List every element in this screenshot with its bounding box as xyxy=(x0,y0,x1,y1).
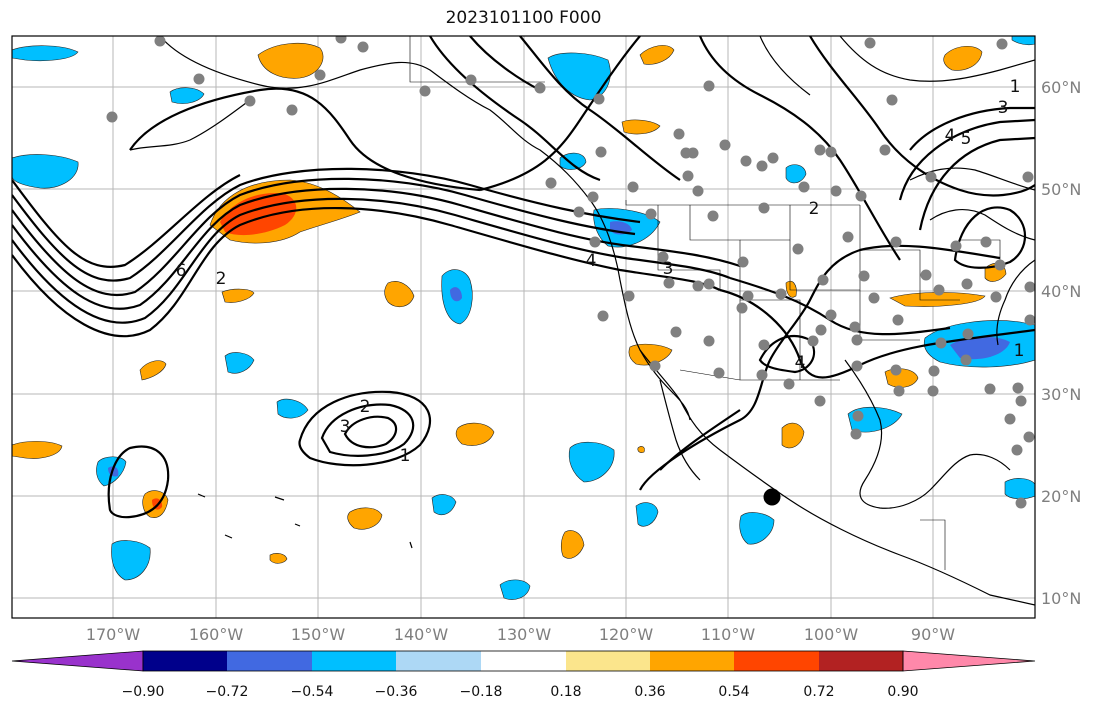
lon-tick-label: 170°W xyxy=(86,625,141,644)
latitude-labels: 60°N 50°N 40°N 30°N 20°N 10°N xyxy=(1041,78,1081,608)
contour-label: 2 xyxy=(216,269,227,289)
colorbar xyxy=(11,650,1036,672)
lon-tick-label: 160°W xyxy=(189,625,244,644)
colorbar-segment xyxy=(396,651,481,671)
colorbar-tick-label: −0.36 xyxy=(375,684,418,700)
contour-label: 1 xyxy=(400,446,411,466)
contour-labels: 1 3 4 5 2 6 4 3 2 1 2 3 4 1 xyxy=(176,77,1025,466)
colorbar-tick-label: −0.54 xyxy=(291,684,334,700)
colorbar-tick-label: 0.18 xyxy=(550,684,581,700)
location-marker xyxy=(763,488,781,506)
colorbar-outline xyxy=(142,650,904,672)
lat-tick-label: 60°N xyxy=(1041,78,1081,97)
colorbar-segment xyxy=(11,650,144,672)
height-contours xyxy=(12,36,1035,519)
lon-tick-label: 130°W xyxy=(497,625,552,644)
colorbar-labels: −0.90 −0.72 −0.54 −0.36 −0.18 0.18 0.36 … xyxy=(122,684,919,700)
political-borders xyxy=(409,36,1001,570)
colorbar-segment xyxy=(650,651,734,671)
contour-label: 3 xyxy=(998,98,1009,118)
lat-tick-label: 30°N xyxy=(1041,385,1081,404)
lon-tick-label: 100°W xyxy=(804,625,859,644)
lat-tick-label: 40°N xyxy=(1041,282,1081,301)
longitude-labels: 170°W 160°W 150°W 140°W 130°W 120°W 110°… xyxy=(86,625,955,644)
map-title: 2023101100 F000 xyxy=(445,8,602,28)
colorbar-segment xyxy=(902,650,1036,672)
colorbar-segment xyxy=(819,651,903,671)
colorbar-tick-label: 0.54 xyxy=(718,684,749,700)
lon-tick-label: 140°W xyxy=(394,625,449,644)
colorbar-tick-label: 0.90 xyxy=(887,684,918,700)
colorbar-tick-label: −0.90 xyxy=(122,684,165,700)
station-markers xyxy=(106,36,1035,509)
lat-tick-label: 10°N xyxy=(1041,589,1081,608)
colorbar-segment xyxy=(312,651,396,671)
contour-label: 2 xyxy=(360,397,371,417)
colorbar-tick-label: 0.72 xyxy=(803,684,834,700)
colorbar-tick-label: 0.36 xyxy=(634,684,665,700)
lon-tick-label: 150°W xyxy=(291,625,346,644)
colorbar-segment xyxy=(734,651,819,671)
contour-label: 1 xyxy=(1010,77,1021,97)
coastlines xyxy=(129,36,1035,606)
lon-tick-label: 90°W xyxy=(911,625,955,644)
lat-tick-label: 50°N xyxy=(1041,180,1081,199)
colorbar-segment xyxy=(481,651,566,671)
colorbar-segment xyxy=(143,651,227,671)
contour-label: 4 xyxy=(795,353,806,373)
contour-label: 4 xyxy=(586,251,597,271)
lat-tick-label: 20°N xyxy=(1041,487,1081,506)
contour-label: 1 xyxy=(1014,341,1025,361)
lon-tick-label: 110°W xyxy=(701,625,756,644)
colorbar-tick-label: −0.72 xyxy=(206,684,249,700)
contour-label: 3 xyxy=(663,259,674,279)
contour-label: 6 xyxy=(176,261,187,281)
colorbar-segment xyxy=(566,651,650,671)
colorbar-tick-label: −0.18 xyxy=(460,684,503,700)
contour-label: 3 xyxy=(340,417,351,437)
contour-label: 2 xyxy=(809,199,820,219)
contour-label: 4 xyxy=(945,126,956,146)
contour-label: 5 xyxy=(961,129,972,149)
graticule xyxy=(12,36,1035,618)
colorbar-segment xyxy=(227,651,312,671)
lon-tick-label: 120°W xyxy=(599,625,654,644)
